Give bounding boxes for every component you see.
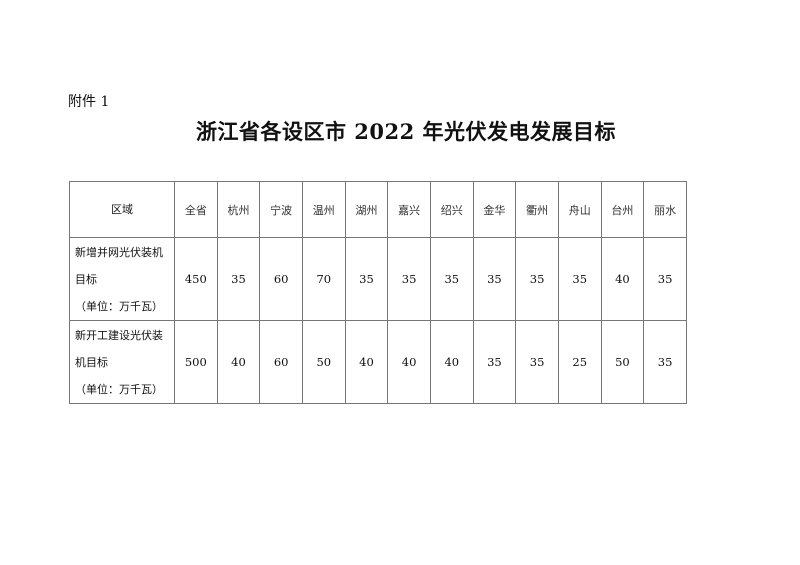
table-cell: 450 — [174, 237, 218, 321]
table-cell: 70 — [301, 237, 346, 321]
header-region: 丽水 — [643, 181, 687, 238]
table-cell: 35 — [472, 320, 517, 404]
header-region-label: 区域 — [69, 181, 175, 238]
table-row: 新增并网光伏装机 目标 （单位：万千瓦） 450 35 60 70 35 35 35 35 35 35 4… — [69, 237, 687, 321]
header-row: 区域 全省 杭州 宁波 温州 湖州 嘉兴 绍兴 金华 衢州 舟山 台州 丽水 — [69, 181, 687, 238]
row-label-line: 新开工建设光伏装 — [75, 328, 163, 342]
table-cell: 60 — [259, 237, 303, 321]
table-cell: 35 — [515, 320, 559, 404]
header-region: 台州 — [600, 181, 645, 238]
table-cell: 35 — [643, 237, 687, 321]
table-cell: 60 — [259, 320, 303, 404]
table-cell: 35 — [472, 237, 517, 321]
table-cell: 40 — [600, 237, 645, 321]
table-cell: 35 — [515, 237, 559, 321]
table-cell: 35 — [429, 237, 474, 321]
header-region: 全省 — [174, 181, 218, 238]
header-region: 金华 — [472, 181, 517, 238]
row-label-line: （单位：万千瓦） — [75, 299, 163, 313]
table-cell: 40 — [344, 320, 389, 404]
row-label-line: 目标 — [75, 272, 97, 286]
table-cell: 40 — [216, 320, 261, 404]
table-cell: 50 — [301, 320, 346, 404]
table-cell: 40 — [429, 320, 474, 404]
header-region: 嘉兴 — [387, 181, 431, 238]
attachment-label: 附件 1 — [68, 94, 110, 110]
row-label-line: （单位：万千瓦） — [75, 382, 163, 396]
table-row: 新开工建设光伏装 机目标 （单位：万千瓦） 500 40 60 50 40 40 40 35 35 25… — [69, 320, 687, 404]
targets-table: 区域 全省 杭州 宁波 温州 湖州 嘉兴 绍兴 金华 衢州 舟山 台州 丽水新增并网光伏装机 目标 （单位：… — [69, 181, 687, 404]
row-label-line: 新增并网光伏装机 — [75, 245, 163, 259]
table-cell: 35 — [344, 237, 389, 321]
header-region: 舟山 — [557, 181, 602, 238]
header-region: 宁波 — [259, 181, 303, 238]
header-region: 湖州 — [344, 181, 389, 238]
header-region: 杭州 — [216, 181, 261, 238]
table-cell: 500 — [174, 320, 218, 404]
row-label: 新增并网光伏装机 目标 （单位：万千瓦） — [69, 237, 175, 321]
table-cell: 50 — [600, 320, 645, 404]
table-cell: 35 — [387, 237, 431, 321]
header-region: 衢州 — [515, 181, 559, 238]
header-region: 绍兴 — [429, 181, 474, 238]
table-cell: 25 — [557, 320, 602, 404]
header-region: 温州 — [301, 181, 346, 238]
row-label: 新开工建设光伏装 机目标 （单位：万千瓦） — [69, 320, 175, 404]
table-cell: 35 — [216, 237, 261, 321]
table-cell: 35 — [557, 237, 602, 321]
table-cell: 35 — [643, 320, 687, 404]
table-cell: 40 — [387, 320, 431, 404]
row-label-line: 机目标 — [75, 355, 108, 369]
document-title: 浙江省各设区市 2022 年光伏发电发展目标 — [195, 119, 617, 144]
